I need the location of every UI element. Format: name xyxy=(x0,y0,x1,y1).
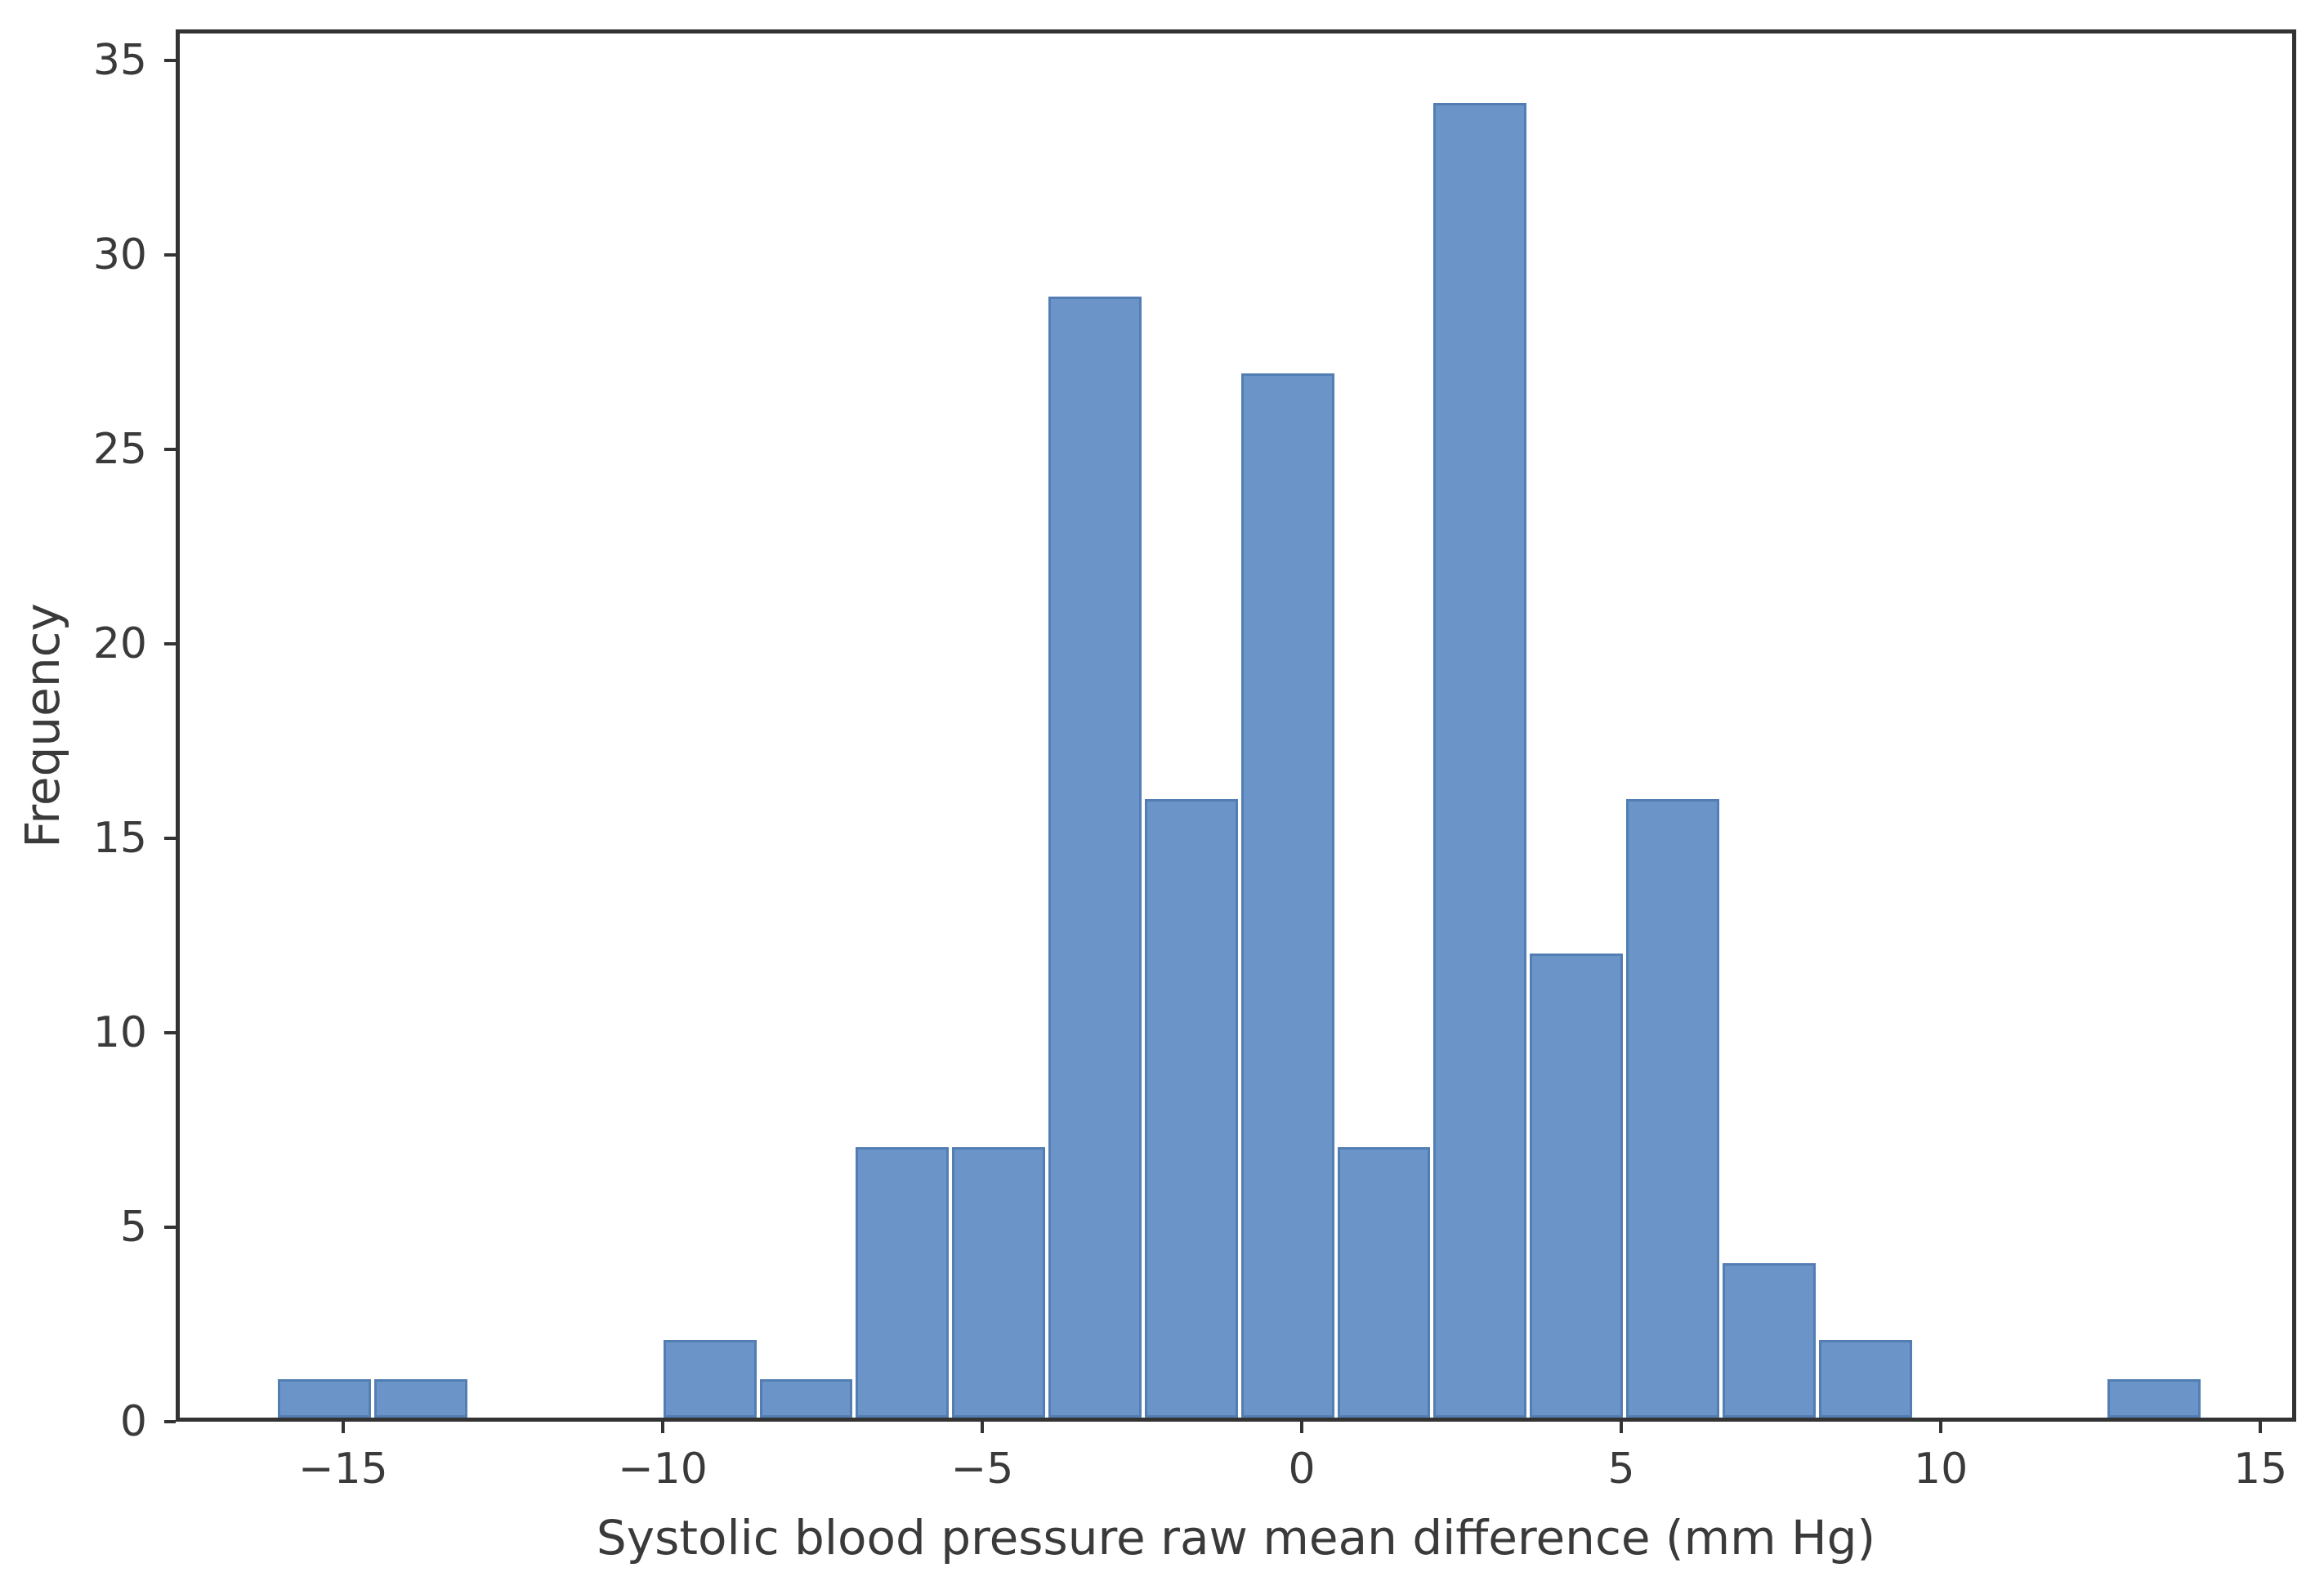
x-tick-mark xyxy=(341,1422,345,1433)
histogram-bar xyxy=(1818,1340,1912,1418)
y-tick-label: 15 xyxy=(92,814,147,864)
histogram-bar xyxy=(952,1146,1046,1418)
y-tick-mark xyxy=(164,448,176,452)
y-tick-label: 30 xyxy=(92,230,147,280)
histogram-bar xyxy=(1433,103,1527,1418)
x-tick-mark xyxy=(981,1422,984,1433)
x-tick-label: 5 xyxy=(1607,1445,1635,1494)
y-tick-mark xyxy=(164,1031,176,1035)
histogram-bar xyxy=(1626,798,1719,1418)
x-tick-mark xyxy=(1620,1422,1624,1433)
histogram-bar xyxy=(1240,373,1334,1418)
x-tick-mark xyxy=(1300,1422,1304,1433)
histogram-bar xyxy=(1722,1262,1816,1418)
plot-area xyxy=(176,29,2296,1422)
x-tick-label: −10 xyxy=(618,1445,708,1494)
y-tick-label: 35 xyxy=(92,36,147,86)
y-tick-label: 0 xyxy=(119,1397,147,1446)
y-tick-mark xyxy=(164,642,176,646)
x-tick-label: 15 xyxy=(2233,1445,2288,1494)
y-tick-mark xyxy=(164,1226,176,1229)
histogram-bar xyxy=(374,1378,468,1418)
histogram-bar xyxy=(856,1146,950,1418)
y-tick-label: 25 xyxy=(92,425,147,475)
y-tick-mark xyxy=(164,59,176,63)
histogram-bar xyxy=(1048,296,1142,1418)
x-tick-label: −5 xyxy=(950,1445,1014,1494)
histogram-bar xyxy=(1144,798,1238,1418)
bars-layer xyxy=(180,33,2292,1418)
y-tick-mark xyxy=(164,1420,176,1423)
histogram-bar xyxy=(278,1378,372,1418)
x-tick-mark xyxy=(2259,1422,2263,1433)
y-axis-title: Frequency xyxy=(15,603,70,848)
x-tick-label: 10 xyxy=(1914,1445,1969,1494)
x-tick-label: −15 xyxy=(298,1445,388,1494)
histogram-bar xyxy=(1337,1146,1431,1418)
histogram-bar xyxy=(1530,954,1624,1418)
x-tick-mark xyxy=(660,1422,664,1433)
histogram-bar xyxy=(759,1378,853,1418)
histogram-bar xyxy=(663,1340,757,1418)
y-tick-mark xyxy=(164,253,176,257)
y-tick-label: 5 xyxy=(119,1203,147,1252)
x-tick-mark xyxy=(1939,1422,1943,1433)
histogram-bar xyxy=(2107,1378,2201,1418)
x-tick-label: 0 xyxy=(1288,1445,1316,1494)
x-axis-title: Systolic blood pressure raw mean differe… xyxy=(596,1510,1876,1565)
y-tick-label: 10 xyxy=(92,1008,147,1058)
y-tick-mark xyxy=(164,837,176,841)
y-tick-label: 20 xyxy=(92,619,147,669)
